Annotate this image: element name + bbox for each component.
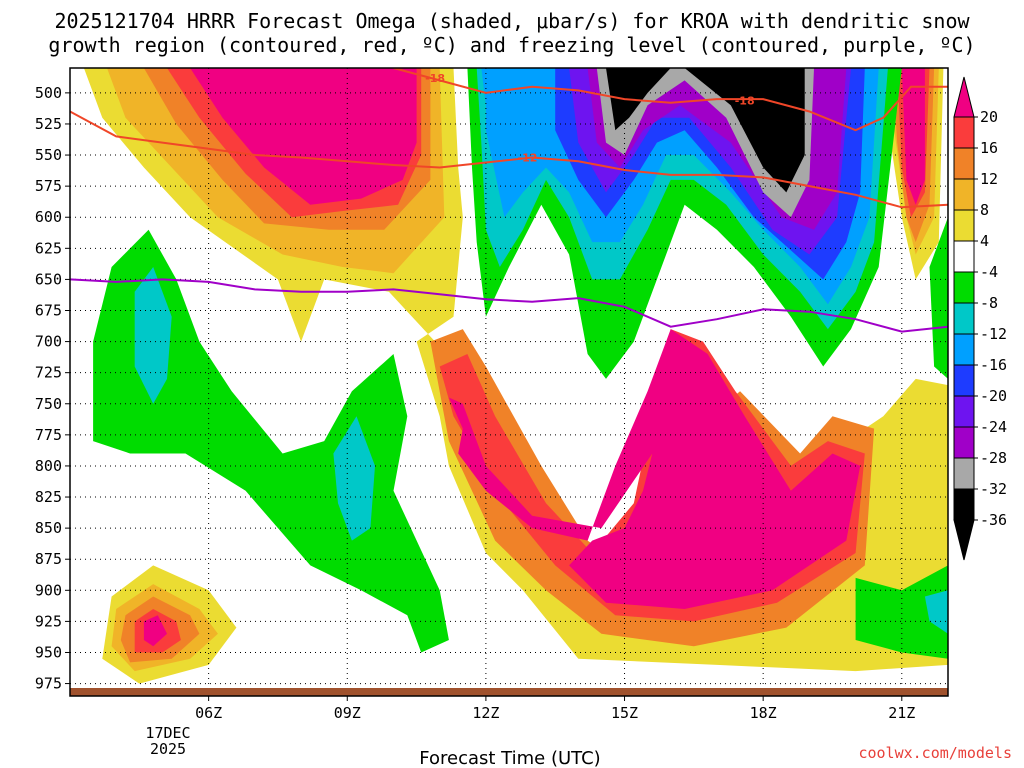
- colorbar-label: 20: [980, 108, 998, 126]
- x-axis: 06Z 09Z 12Z 15Z 18Z 21Z: [195, 696, 915, 722]
- omega-region-20-12: [143, 615, 167, 647]
- contour-layer: -18 -12 -18: [70, 68, 948, 333]
- dgz-contour-label: -18: [735, 94, 755, 107]
- omega-region--12-29: [134, 267, 172, 404]
- colorbar-segment: [953, 147, 975, 180]
- colorbar-segment: [953, 426, 975, 459]
- colorbar-label: 4: [980, 232, 989, 250]
- colorbar-segment: [953, 457, 975, 490]
- y-tick-label: 500: [35, 84, 62, 102]
- y-tick-label: 925: [35, 612, 62, 630]
- omega-region--12-30: [333, 416, 375, 541]
- y-tick-label: 875: [35, 550, 62, 568]
- y-tick-label: 725: [35, 364, 62, 382]
- colorbar-label: 16: [980, 139, 998, 157]
- x-date-label-day: 17DEC: [145, 724, 190, 742]
- omega-region-20-4: [190, 68, 417, 205]
- colorbar-segment: [953, 364, 975, 397]
- y-tick-label: 625: [35, 239, 62, 257]
- colorbar-label: -8: [980, 294, 998, 312]
- x-tick-label: 21Z: [888, 704, 915, 722]
- chart-title-line2: growth region (contoured, red, ºC) and f…: [48, 33, 975, 57]
- colorbar-segment: [953, 178, 975, 211]
- y-tick-label: 525: [35, 115, 62, 133]
- x-date-label-year: 2025: [150, 740, 186, 758]
- colorbar-label: 8: [980, 201, 989, 219]
- colorbar-label: 12: [980, 170, 998, 188]
- chart-title-line1: 2025121704 HRRR Forecast Omega (shaded, …: [54, 9, 970, 33]
- colorbar-label: -16: [980, 356, 1007, 374]
- freezing-level-contour: [70, 278, 948, 333]
- colorbar-segment: [953, 240, 975, 273]
- colorbar-segment: [953, 116, 975, 149]
- ground-surface: [70, 688, 948, 696]
- y-tick-label: 775: [35, 426, 62, 444]
- colorbar-segment: [953, 302, 975, 335]
- omega-region-20-7: [448, 329, 861, 609]
- dgz-contour-label: -12: [518, 152, 538, 165]
- omega-region--8-33: [929, 217, 948, 379]
- x-tick-label: 15Z: [611, 704, 638, 722]
- dgz-contour-0: [393, 68, 948, 132]
- colorbar-label: -36: [980, 511, 1007, 529]
- y-tick-label: 950: [35, 643, 62, 661]
- colorbar-label: -24: [980, 418, 1007, 436]
- colorbar-top-arrow: [953, 76, 975, 118]
- omega-region-20-17: [901, 68, 925, 205]
- colorbar-label: -4: [980, 263, 998, 281]
- dgz-contour-label: -18: [425, 72, 445, 85]
- omega-region-le_-32-26: [684, 68, 805, 193]
- y-tick-label: 900: [35, 581, 62, 599]
- x-tick-label: 09Z: [334, 704, 361, 722]
- plot-frame: [69, 67, 949, 697]
- y-tick-label: 575: [35, 177, 62, 195]
- x-axis-label: Forecast Time (UTC): [419, 748, 600, 768]
- colorbar-label: -32: [980, 480, 1007, 498]
- omega-region--8-31: [855, 565, 948, 659]
- y-tick-label: 700: [35, 333, 62, 351]
- colorbar-segment: [953, 271, 975, 304]
- colorbar: 20 16 12 8 4 -4 -8 -12 -16 -20 -24 -28 -32 -36: [953, 76, 1007, 561]
- omega-region--8-28: [93, 229, 449, 653]
- colorbar-segment: [953, 488, 975, 521]
- omega-shading-layer: [83, 68, 948, 684]
- omega-region--12-32: [924, 590, 948, 634]
- y-tick-label: 750: [35, 395, 62, 413]
- y-tick-label: 675: [35, 301, 62, 319]
- x-tick-label: 06Z: [195, 704, 222, 722]
- colorbar-segment: [953, 209, 975, 242]
- y-tick-label: 800: [35, 457, 62, 475]
- y-tick-label: 975: [35, 675, 62, 693]
- y-tick-label: 650: [35, 270, 62, 288]
- x-tick-label: 18Z: [750, 704, 777, 722]
- omega-region--16-27: [481, 68, 486, 106]
- y-tick-label: 600: [35, 208, 62, 226]
- y-tick-label: 550: [35, 146, 62, 164]
- omega-region-le_-32-25: [606, 68, 671, 131]
- colorbar-label: -20: [980, 387, 1007, 405]
- y-tick-label: 850: [35, 519, 62, 537]
- x-tick-label: 12Z: [472, 704, 499, 722]
- credit-text: coolwx.com/models: [858, 744, 1012, 762]
- y-axis: 500 525 550 575 600 625 650 675 700 725 750 775 800 8…: [35, 84, 70, 693]
- colorbar-bottom-arrow: [953, 519, 975, 561]
- colorbar-segment: [953, 333, 975, 366]
- colorbar-label: -28: [980, 449, 1007, 467]
- colorbar-segment: [953, 395, 975, 428]
- y-tick-label: 825: [35, 488, 62, 506]
- colorbar-label: -12: [980, 325, 1007, 343]
- dgz-contour-1: [70, 110, 948, 209]
